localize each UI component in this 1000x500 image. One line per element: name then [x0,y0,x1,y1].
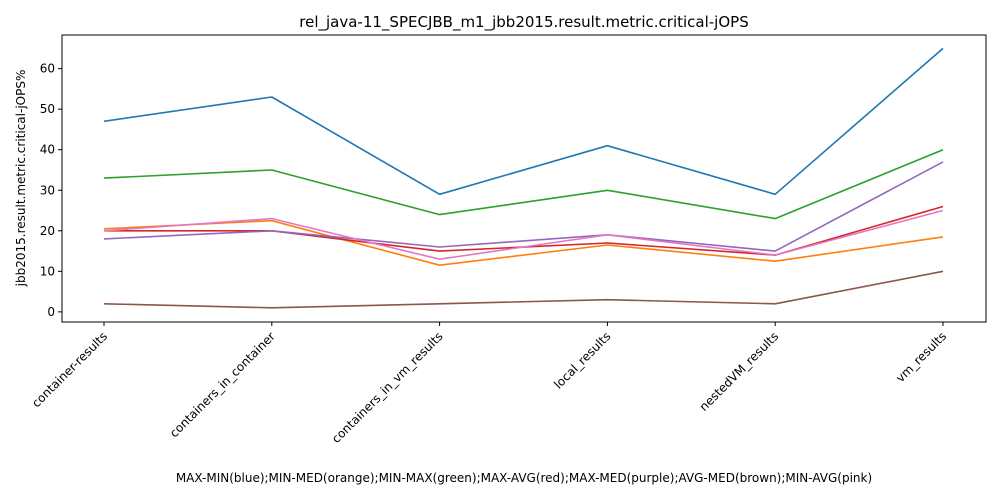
x-axis: container-results containers_in_container… [29,322,949,446]
y-tick-label: 40 [40,143,55,157]
x-tick-label: vm_results [893,329,949,385]
chart-title: rel_java-11_SPECJBB_m1_jbb2015.result.me… [299,13,748,32]
y-axis: 0 10 20 30 40 50 60 [40,62,62,319]
y-tick-label: 30 [40,183,55,197]
series-line [103,219,944,267]
plot-area [61,34,987,323]
x-tick-label: containers_in_container [167,329,278,440]
x-tick-label: containers_in_vm_results [329,329,446,446]
series-lines [103,47,944,309]
y-tick-label: 10 [40,264,55,278]
y-axis-label: jbb2015.result.metric.critical-jOPS% [14,70,28,288]
series-line [104,205,944,256]
y-tick-label: 0 [47,305,55,319]
y-tick-label: 20 [40,224,55,238]
y-tick-label: 50 [40,102,55,116]
x-tick-label: local_results [551,329,613,391]
x-tick-label: nestedVM_results [697,329,782,414]
series-line [103,270,944,309]
x-tick-label: container-results [29,329,110,410]
y-tick-label: 60 [40,62,55,76]
series-line [103,148,944,220]
series-line [103,161,944,252]
series-line [103,209,944,261]
x-axis-label: MAX-MIN(blue);MIN-MED(orange);MIN-MAX(gr… [176,471,872,485]
series-line [103,47,944,196]
